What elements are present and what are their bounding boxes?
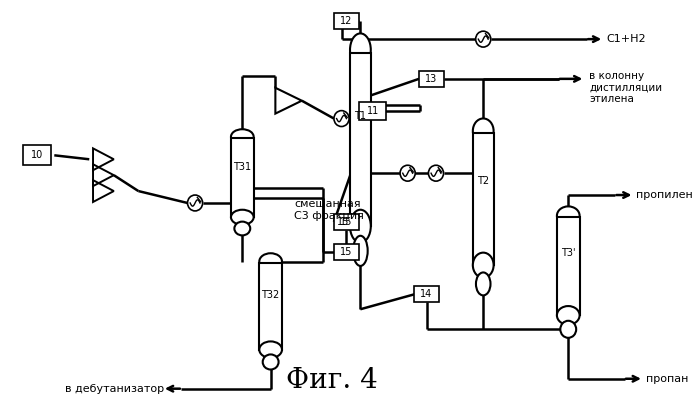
Text: T3': T3' <box>561 248 575 258</box>
Bar <box>334 13 359 29</box>
Text: пропилен: пропилен <box>636 190 693 200</box>
Text: 13: 13 <box>425 74 438 84</box>
Ellipse shape <box>231 129 254 144</box>
Circle shape <box>428 165 444 181</box>
Ellipse shape <box>234 222 250 235</box>
Ellipse shape <box>476 272 491 295</box>
Text: пропан: пропан <box>646 374 688 384</box>
Bar <box>231 138 254 217</box>
Ellipse shape <box>350 34 370 66</box>
Circle shape <box>187 195 203 211</box>
Text: в колонну
дистилляции
этилена: в колонну дистилляции этилена <box>589 71 662 104</box>
Ellipse shape <box>259 342 282 358</box>
Bar <box>473 133 493 265</box>
Ellipse shape <box>259 253 282 270</box>
Text: T32: T32 <box>261 290 280 300</box>
Circle shape <box>334 111 349 126</box>
Ellipse shape <box>231 210 254 225</box>
Text: T31: T31 <box>233 162 252 172</box>
Bar <box>419 71 444 87</box>
Ellipse shape <box>473 118 493 144</box>
Text: T1: T1 <box>354 111 366 121</box>
Bar <box>557 217 579 315</box>
Bar <box>23 145 52 165</box>
Bar <box>259 263 282 350</box>
Ellipse shape <box>263 354 279 370</box>
Ellipse shape <box>561 321 576 338</box>
Bar <box>350 52 370 226</box>
Bar <box>334 244 359 260</box>
Circle shape <box>400 165 415 181</box>
Text: 11: 11 <box>366 106 379 116</box>
Ellipse shape <box>557 206 579 225</box>
Text: Фиг. 4: Фиг. 4 <box>286 367 378 394</box>
Text: 10: 10 <box>31 150 43 160</box>
Text: 14: 14 <box>420 289 433 299</box>
Text: 15: 15 <box>340 217 352 227</box>
Text: 12: 12 <box>340 16 352 26</box>
Circle shape <box>475 31 491 47</box>
Ellipse shape <box>350 210 370 243</box>
Bar <box>359 102 386 120</box>
Ellipse shape <box>353 236 368 266</box>
Text: 15: 15 <box>337 217 350 227</box>
Ellipse shape <box>557 306 579 325</box>
Text: C1+H2: C1+H2 <box>606 34 646 44</box>
Text: T2: T2 <box>477 176 489 186</box>
Text: в дебутанизатор: в дебутанизатор <box>65 384 164 394</box>
Text: 15: 15 <box>340 247 352 257</box>
Ellipse shape <box>473 253 493 278</box>
Text: смешанная
С3 фракция: смешанная С3 фракция <box>294 199 364 221</box>
Bar <box>415 286 439 302</box>
Bar <box>334 214 359 230</box>
